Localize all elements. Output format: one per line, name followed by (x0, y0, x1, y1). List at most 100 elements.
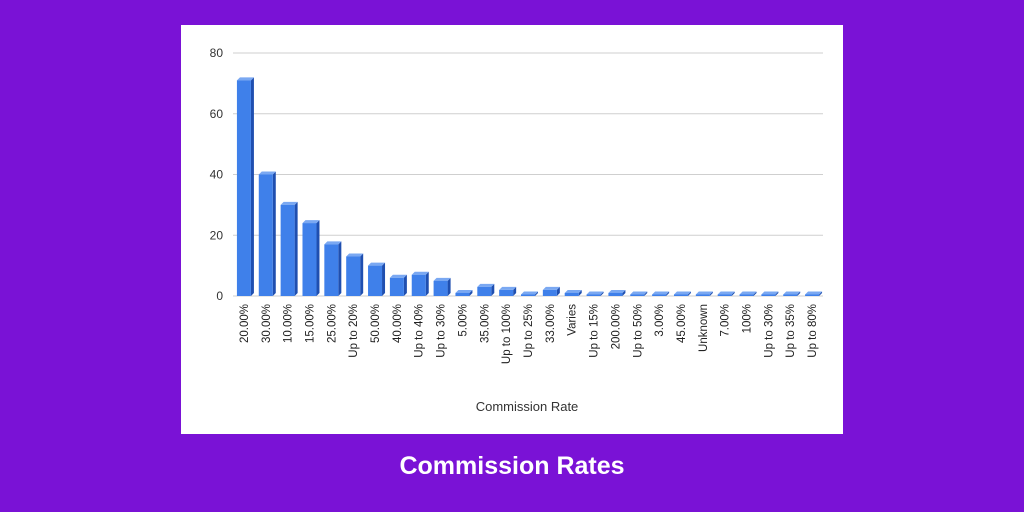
x-tick-label: 5.00% (457, 304, 469, 337)
x-tick-label: 33.00% (545, 304, 557, 343)
y-axis-ticks: 0 20 40 60 80 (210, 46, 224, 303)
bar-top (805, 291, 823, 295)
bar (346, 253, 364, 296)
bar-side (556, 286, 560, 296)
bar-side (622, 289, 626, 296)
bar-top (673, 291, 691, 295)
bar (521, 291, 538, 296)
bar-top (783, 291, 801, 295)
bar-top (324, 241, 342, 245)
x-tick-label: 30.00% (261, 304, 273, 343)
page-caption: Commission Rates (399, 452, 625, 480)
bar-side (666, 291, 670, 296)
bar (258, 171, 276, 296)
bar-side (797, 291, 801, 296)
bar (673, 291, 691, 296)
bar (368, 262, 386, 296)
bar-top (608, 289, 626, 293)
x-tick-label: 25.00% (326, 304, 338, 343)
bar (280, 201, 298, 296)
bar-top (389, 274, 407, 278)
bar-side (753, 291, 757, 296)
bar-side (731, 291, 735, 296)
bar-front (542, 289, 557, 296)
bar (433, 277, 451, 296)
x-tick-label: 100% (742, 304, 754, 333)
bar-side (535, 291, 538, 296)
bar (652, 291, 670, 296)
gridlines (233, 52, 823, 297)
bar-side (403, 274, 407, 296)
y-tick-label: 0 (216, 289, 223, 303)
bar-top (542, 286, 560, 290)
bar-front (433, 280, 448, 296)
bar-side (491, 283, 495, 296)
bar-front (324, 244, 339, 296)
bar-top (455, 289, 473, 293)
x-tick-label: 50.00% (370, 304, 382, 343)
bar-top (477, 283, 495, 287)
bar-front (499, 289, 514, 296)
x-tick-label: 15.00% (304, 304, 316, 343)
bar-front (761, 294, 776, 296)
bar-side (709, 291, 713, 296)
bar-top (652, 291, 670, 295)
bar (739, 291, 757, 296)
bar-top (368, 262, 386, 266)
x-tick-label: 10.00% (283, 304, 295, 343)
bar-side (425, 271, 429, 296)
bar-top (411, 271, 429, 275)
x-tick-label: 200.00% (610, 304, 622, 349)
bar-front (630, 294, 645, 296)
bar-top (761, 291, 779, 295)
x-axis-title: Commission Rate (476, 399, 579, 414)
bar-front (258, 174, 273, 296)
bar-top (346, 253, 364, 257)
x-tick-label: Up to 15% (589, 304, 601, 358)
bar-front (608, 292, 623, 296)
bar-chart: 0 20 40 60 80 20.00% 30.00% 10.00% 15.00% 25.00%… (210, 46, 823, 414)
bar-top (258, 171, 276, 175)
x-tick-label: Up to 40% (414, 304, 426, 358)
bar-side (338, 241, 342, 296)
bar-side (250, 77, 254, 297)
bar-front (346, 256, 361, 296)
bar-side (469, 289, 473, 296)
bar-side (775, 291, 779, 296)
bar-front (717, 294, 732, 296)
bar (542, 286, 560, 296)
bar-top (433, 277, 451, 281)
bar-front (695, 294, 710, 296)
x-tick-label: 40.00% (392, 304, 404, 343)
bar-side (294, 201, 298, 296)
bar-top (586, 291, 604, 295)
bar-front (652, 294, 667, 296)
x-tick-label: Up to 30% (436, 304, 448, 358)
bar (411, 271, 429, 296)
bar-top (695, 291, 713, 295)
x-tick-label: 20.00% (239, 304, 251, 343)
bar-top (739, 291, 757, 295)
bar-side (687, 291, 691, 296)
bar-front (586, 294, 601, 296)
bar-front (477, 286, 492, 296)
bar-front (389, 277, 404, 296)
bar-top (521, 291, 538, 295)
bar-front (455, 292, 470, 296)
x-tick-label: Up to 100% (501, 304, 513, 364)
bar (236, 77, 254, 297)
x-tick-label: Unknown (698, 304, 710, 352)
x-tick-label: 35.00% (479, 304, 491, 343)
bar-side (360, 253, 364, 296)
bar-front (411, 274, 426, 296)
x-tick-label: Up to 50% (632, 304, 644, 358)
x-tick-label: Up to 80% (807, 304, 819, 358)
bar-front (783, 294, 798, 296)
bar (324, 241, 342, 296)
bar-side (316, 220, 320, 296)
bar-side (819, 291, 823, 296)
bar-side (513, 286, 517, 296)
bar-side (644, 291, 648, 296)
bar-side (272, 171, 276, 296)
bar (695, 291, 713, 296)
